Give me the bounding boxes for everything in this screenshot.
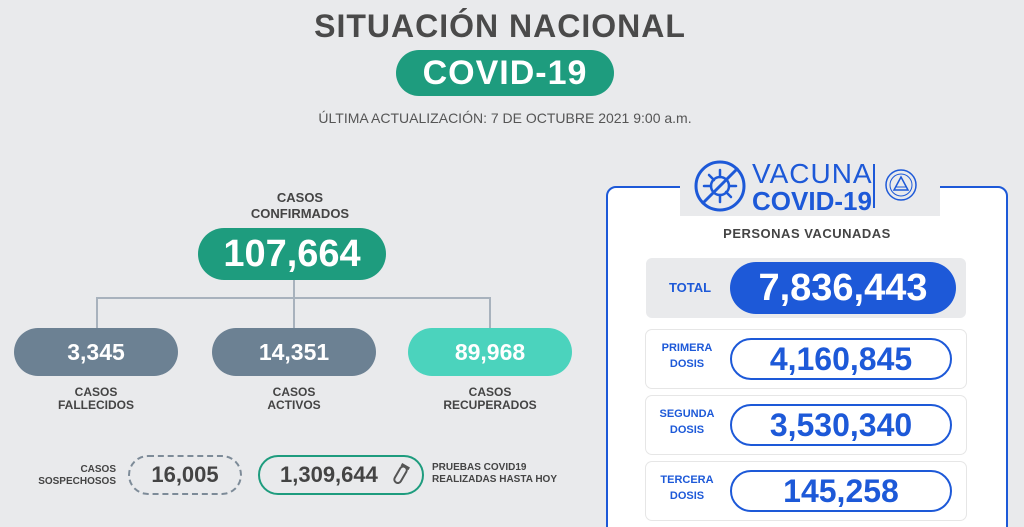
dose-value-second: 3,530,340 (730, 404, 952, 446)
active-value: 14,351 (212, 328, 376, 376)
deaths-value: 3,345 (14, 328, 178, 376)
tree-connector (489, 297, 491, 329)
recovered-label: CASOS RECUPERADOS (443, 385, 537, 412)
dose-label-second: SEGUNDA DOSIS (659, 408, 715, 436)
seal-icon (885, 169, 917, 201)
suspects-value: 16,005 (128, 455, 242, 495)
recovered-value: 89,968 (408, 328, 572, 376)
confirmed-label: CASOS CONFIRMADOS (250, 190, 350, 221)
vaccinated-heading: PERSONAS VACUNADAS (723, 226, 891, 241)
tree-connector (293, 280, 295, 298)
total-label: TOTAL (668, 280, 712, 295)
dose-label-third: TERCERA DOSIS (660, 474, 714, 502)
tests-label: PRUEBAS COVID19 REALIZADAS HASTA HOY (432, 462, 557, 485)
total-value: 7,836,443 (730, 262, 956, 314)
confirmed-value: 107,664 (198, 228, 386, 280)
logo-divider (873, 164, 875, 208)
vaccine-logo-title: VACUNA (752, 158, 873, 189)
dose-value-first: 4,160,845 (730, 338, 952, 380)
dose-label-first: PRIMERA DOSIS (661, 342, 713, 370)
dose-value-third: 145,258 (730, 470, 952, 512)
covid-badge: COVID-19 (396, 50, 614, 96)
page-title: SITUACIÓN NACIONAL (314, 8, 686, 44)
suspects-label: CASOS SOSPECHOSOS (38, 464, 116, 487)
test-tube-icon (393, 463, 410, 485)
tests-pill: 1,309,644 (258, 455, 424, 495)
tree-connector (96, 297, 98, 329)
last-updated-text: ÚLTIMA ACTUALIZACIÓN: 7 DE OCTUBRE 2021 … (318, 110, 692, 126)
virus-icon (694, 160, 746, 212)
vaccine-logo-subtitle: COVID-19 (752, 186, 872, 216)
deaths-label: CASOS FALLECIDOS (57, 385, 134, 412)
tests-value: 1,309,644 (280, 462, 378, 487)
tree-connector (293, 297, 295, 329)
active-label: CASOS ACTIVOS (267, 385, 321, 412)
